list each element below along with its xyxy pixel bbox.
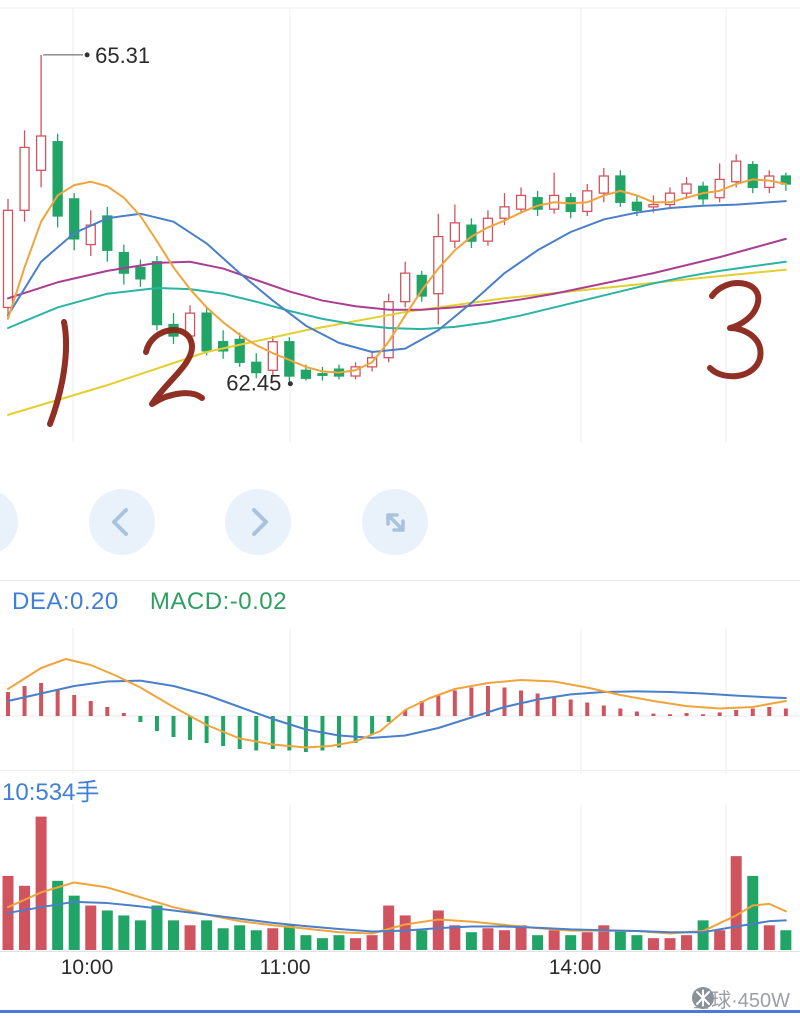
candlestick-chart[interactable]: 65.31 62.45	[0, 0, 800, 460]
axis-divider	[0, 951, 800, 952]
macd-chart[interactable]	[0, 628, 800, 774]
time-label-1000: 10:00	[60, 956, 114, 979]
xueqiu-logo-icon	[692, 987, 715, 1009]
pan-left-button[interactable]	[89, 489, 155, 555]
watermark-text: 雪球·450W	[691, 989, 790, 1012]
pan-right-button[interactable]	[225, 489, 291, 555]
time-label-1400: 14:00	[548, 956, 602, 979]
chevron-right-icon	[252, 508, 268, 536]
dea-value-label: DEA:0.20	[12, 588, 119, 615]
volume-value-label: 10:534手	[2, 779, 100, 806]
section-divider	[0, 580, 800, 581]
nav-edge-button[interactable]	[0, 489, 18, 555]
bottom-accent-line	[0, 1010, 800, 1013]
watermark: 雪球·450W	[691, 984, 790, 1012]
chevron-left-icon	[112, 508, 128, 536]
volume-chart[interactable]	[0, 804, 800, 952]
svg-text:65.31: 65.31	[95, 43, 150, 68]
macd-value-label: MACD:-0.02	[149, 588, 287, 615]
macd-indicator-labels: DEA:0.20 MACD:-0.02	[12, 588, 287, 616]
time-label-1100: 11:00	[259, 956, 311, 979]
section-divider	[0, 770, 800, 771]
svg-text:62.45: 62.45	[226, 371, 281, 396]
expand-icon	[386, 513, 405, 532]
expand-button[interactable]	[362, 489, 428, 555]
